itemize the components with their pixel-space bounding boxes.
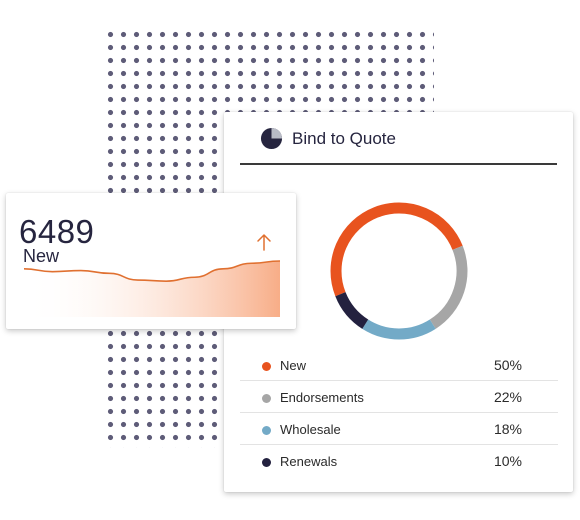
legend-item-endorsements: Endorsements 22% <box>240 381 558 413</box>
legend-label: Endorsements <box>280 390 364 405</box>
legend-dot <box>262 458 271 467</box>
arrow-up-icon <box>257 234 271 251</box>
legend-dot <box>262 426 271 435</box>
card-header: Bind to Quote <box>240 112 557 165</box>
card-title: Bind to Quote <box>292 129 396 148</box>
legend-dot <box>262 362 271 371</box>
metric-label: New <box>23 246 60 266</box>
legend-label: Renewals <box>280 454 338 469</box>
legend-value: 50% <box>493 357 522 373</box>
donut-chart <box>330 202 468 340</box>
donut-slice-renewals <box>335 291 369 329</box>
chart-legend: New 50% Endorsements 22% Wholesale 18% R… <box>240 349 558 476</box>
legend-label: Wholesale <box>280 422 341 437</box>
donut-slice-new <box>330 202 463 297</box>
bind-to-quote-card: Bind to Quote New 50% Endorsements 22% W… <box>224 112 573 492</box>
legend-item-new: New 50% <box>240 349 558 381</box>
sparkline-line <box>24 260 280 282</box>
sparkline-area <box>24 261 280 317</box>
sparkline-chart <box>24 260 280 317</box>
new-metric-card: 6489 New <box>6 193 296 329</box>
pie-chart-icon <box>260 127 283 150</box>
legend-label: New <box>280 358 307 373</box>
legend-value: 22% <box>493 389 522 405</box>
legend-item-renewals: Renewals 10% <box>240 445 558 476</box>
legend-item-wholesale: Wholesale 18% <box>240 413 558 445</box>
donut-slice-endorsements <box>429 245 468 329</box>
legend-value: 10% <box>493 453 522 469</box>
metric-value: 6489 <box>19 213 95 250</box>
legend-value: 18% <box>493 421 522 437</box>
legend-dot <box>262 394 271 403</box>
donut-slice-wholesale <box>362 319 436 340</box>
